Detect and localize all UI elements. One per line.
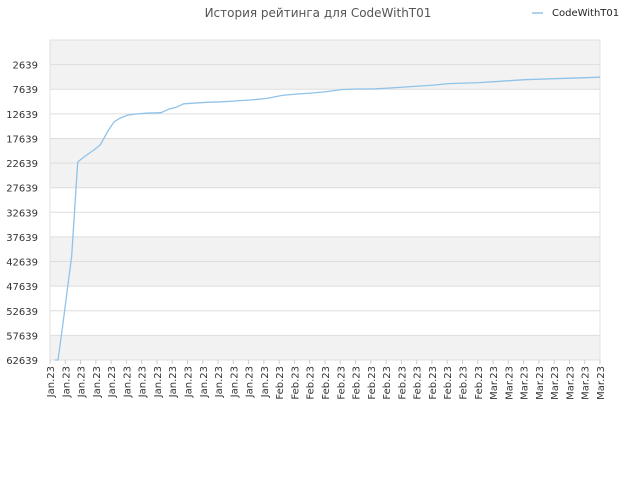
x-tick-label: Jan.23 bbox=[92, 366, 103, 398]
plot-bands bbox=[50, 40, 600, 360]
x-tick-label: Feb.23 bbox=[397, 366, 408, 400]
x-tick-label: Mar.23 bbox=[489, 366, 500, 400]
x-tick-label: Jan.23 bbox=[214, 366, 225, 398]
x-tick-label: Jan.23 bbox=[168, 366, 179, 398]
x-tick-label: Mar.23 bbox=[581, 366, 592, 400]
plot-band bbox=[50, 40, 600, 65]
series-line bbox=[55, 76, 601, 361]
y-tick-label: 62639 bbox=[6, 356, 38, 367]
x-tick-label: Feb.23 bbox=[336, 366, 347, 400]
x-tick-label: Jan.23 bbox=[153, 366, 164, 398]
plot-band bbox=[50, 335, 600, 360]
x-tick-label: Jan.23 bbox=[245, 366, 256, 398]
x-tick-label: Feb.23 bbox=[382, 366, 393, 400]
x-tick-label: Jan.23 bbox=[229, 366, 240, 398]
y-tick-label: 32639 bbox=[6, 208, 38, 219]
x-tick-label: Jan.23 bbox=[138, 366, 149, 398]
x-tick-label: Mar.23 bbox=[550, 366, 561, 400]
x-tick-label: Mar.23 bbox=[565, 366, 576, 400]
x-tick-label: Feb.23 bbox=[367, 366, 378, 400]
x-tick-label: Feb.23 bbox=[413, 366, 424, 400]
x-tick-label: Jan.23 bbox=[77, 366, 88, 398]
x-tick-label: Jan.23 bbox=[61, 366, 72, 398]
x-tick-label: Mar.23 bbox=[535, 366, 546, 400]
x-tick-label: Jan.23 bbox=[184, 366, 195, 398]
x-tick-label: Jan.23 bbox=[260, 366, 271, 398]
x-tick-label: Jan.23 bbox=[199, 366, 210, 398]
x-tick-label: Feb.23 bbox=[443, 366, 454, 400]
y-tick-label: 52639 bbox=[6, 307, 38, 318]
plot-band bbox=[50, 163, 600, 188]
x-tick-label: Feb.23 bbox=[306, 366, 317, 400]
x-tick-label: Mar.23 bbox=[596, 366, 607, 400]
y-tick-label: 27639 bbox=[6, 184, 38, 195]
x-tick-label: Feb.23 bbox=[352, 366, 363, 400]
plot-band bbox=[50, 261, 600, 287]
legend-label: CodeWithT01 bbox=[552, 8, 619, 19]
x-tick-label: Jan.23 bbox=[122, 366, 133, 398]
x-tick-label: Feb.23 bbox=[290, 366, 301, 400]
x-tick-label: Feb.23 bbox=[474, 366, 485, 400]
plot-band bbox=[50, 64, 600, 90]
x-axis: Jan.23 Jan.23 Jan.23 Jan.23 Jan.23 Jan.23 Jan.… bbox=[46, 360, 607, 400]
x-tick-label: Mar.23 bbox=[520, 366, 531, 400]
gridlines bbox=[50, 64, 600, 361]
series-layer bbox=[55, 76, 601, 361]
y-tick-label: 37639 bbox=[6, 233, 38, 244]
x-tick-label: Feb.23 bbox=[275, 366, 286, 400]
y-tick-label: 7639 bbox=[13, 85, 38, 96]
x-tick-label: Jan.23 bbox=[46, 366, 57, 398]
x-tick-label: Mar.23 bbox=[504, 366, 515, 400]
y-tick-label: 22639 bbox=[6, 159, 38, 170]
x-tick-label: Feb.23 bbox=[321, 366, 332, 400]
x-tick-label: Feb.23 bbox=[428, 366, 439, 400]
x-tick-label: Jan.23 bbox=[107, 366, 118, 398]
y-tick-label: 57639 bbox=[6, 331, 38, 342]
x-tick-label: Feb.23 bbox=[459, 366, 470, 400]
chart-title: История рейтинга для CodeWithT01 bbox=[205, 6, 432, 20]
plot-band bbox=[50, 138, 600, 164]
y-tick-label: 47639 bbox=[6, 282, 38, 293]
y-tick-label: 2639 bbox=[13, 61, 38, 72]
y-tick-label: 17639 bbox=[6, 134, 38, 145]
y-axis: 2639 7639 12639 17639 22639 27639 32639 37639 42… bbox=[6, 61, 38, 367]
plot-band bbox=[50, 236, 600, 262]
y-tick-label: 42639 bbox=[6, 258, 38, 269]
y-tick-label: 12639 bbox=[6, 110, 38, 121]
